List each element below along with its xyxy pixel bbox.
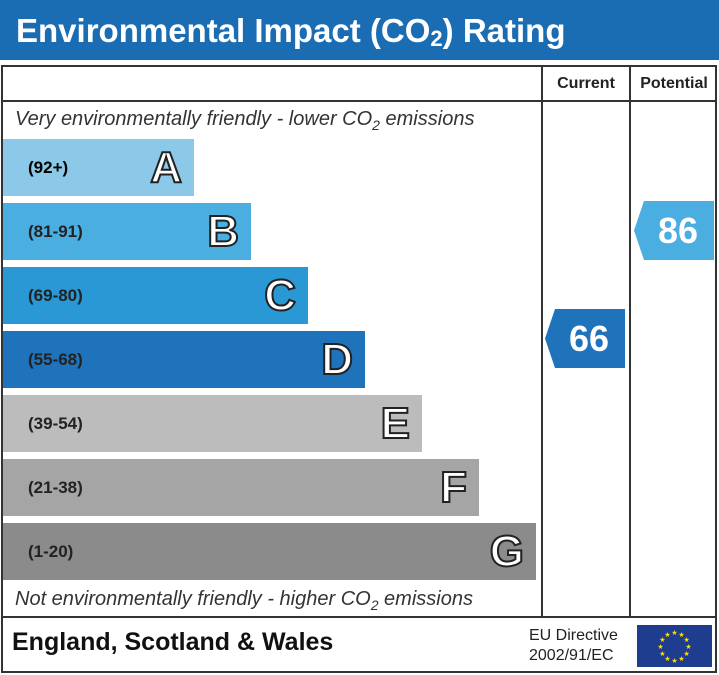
region-label: England, Scotland & Wales bbox=[12, 628, 334, 656]
current-header: Current bbox=[557, 75, 615, 92]
band-range: (55-68) bbox=[28, 350, 83, 369]
star-icon: ★ bbox=[659, 650, 665, 658]
star-icon: ★ bbox=[678, 631, 684, 639]
current-rating-arrow: 66 bbox=[545, 309, 625, 368]
eu-directive: EU Directive 2002/91/EC bbox=[529, 626, 618, 666]
potential-header: Potential bbox=[640, 75, 708, 92]
title-end: ) Rating bbox=[442, 12, 566, 49]
page-title: Environmental Impact (CO2) Rating bbox=[0, 0, 719, 60]
band-range: (21-38) bbox=[28, 478, 83, 497]
band-letter: G bbox=[489, 526, 525, 577]
star-icon: ★ bbox=[683, 636, 689, 644]
star-icon: ★ bbox=[659, 636, 665, 644]
bottom-note: Not environmentally friendly - higher CO… bbox=[15, 588, 473, 613]
band-g: (1-20) G bbox=[3, 523, 536, 580]
column-divider bbox=[541, 65, 543, 618]
band-letter: F bbox=[439, 462, 468, 513]
band-range: (1-20) bbox=[28, 542, 74, 561]
star-icon: ★ bbox=[678, 655, 684, 663]
band-range: (69-80) bbox=[28, 286, 83, 305]
column-divider bbox=[629, 65, 631, 618]
band-range: (39-54) bbox=[28, 414, 83, 433]
band-b: (81-91) B bbox=[3, 203, 251, 260]
band-e: (39-54) E bbox=[3, 395, 422, 452]
rating-frame bbox=[1, 65, 717, 673]
band-letter: B bbox=[206, 206, 240, 257]
band-letter: A bbox=[149, 142, 183, 193]
star-icon: ★ bbox=[685, 643, 691, 651]
band-c: (69-80) C bbox=[3, 267, 308, 324]
title-text: Environmental Impact (CO bbox=[16, 12, 431, 49]
band-range: (92+) bbox=[28, 158, 69, 177]
eu-flag-icon: ★ ★★★★★★★★★★★ bbox=[637, 625, 712, 667]
band-letter: C bbox=[263, 270, 297, 321]
band-f: (21-38) F bbox=[3, 459, 479, 516]
star-icon: ★ bbox=[671, 629, 677, 637]
band-letter: E bbox=[380, 398, 411, 449]
top-note: Very environmentally friendly - lower CO… bbox=[15, 108, 475, 133]
star-icon: ★ bbox=[664, 631, 670, 639]
header-divider bbox=[1, 100, 717, 102]
band-letter: D bbox=[320, 334, 354, 385]
star-icon: ★ bbox=[657, 643, 663, 651]
directive-line1: EU Directive bbox=[529, 627, 618, 644]
band-a: (92+) A bbox=[3, 139, 194, 196]
star-icon: ★ bbox=[683, 650, 689, 658]
potential-rating-arrow: 86 bbox=[634, 201, 714, 260]
star-icon: ★ bbox=[671, 657, 677, 665]
band-d: (55-68) D bbox=[3, 331, 365, 388]
directive-line2: 2002/91/EC bbox=[529, 647, 614, 664]
star-icon: ★ bbox=[664, 655, 670, 663]
title-subscript: 2 bbox=[430, 26, 443, 51]
footer-divider bbox=[1, 616, 717, 618]
band-range: (81-91) bbox=[28, 222, 83, 241]
